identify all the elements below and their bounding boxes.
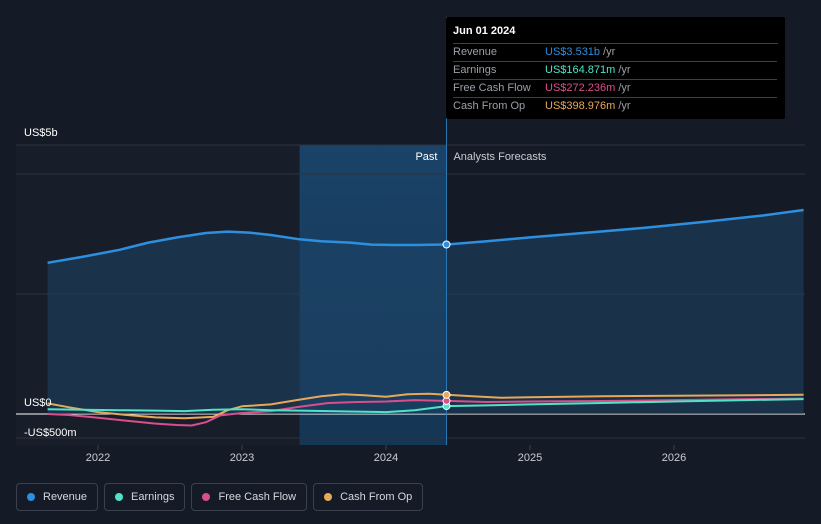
tooltip-row-value: US$398.976m	[545, 100, 616, 112]
legend-revenue[interactable]: Revenue	[16, 483, 99, 511]
past-label: Past	[415, 151, 437, 163]
cash-from-op-point	[442, 390, 451, 399]
legend-label: Earnings	[131, 491, 175, 503]
legend-cash-from-op[interactable]: Cash From Op	[313, 483, 424, 511]
cash-from-op-line	[47, 392, 804, 420]
earnings-line	[47, 398, 804, 414]
y-axis-zero-label: US$0	[24, 397, 52, 409]
tooltip-row-name: Free Cash Flow	[453, 82, 531, 94]
forecast-label: Analysts Forecasts	[453, 151, 546, 163]
tooltip-row: Revenue US$3.531b/yr	[453, 44, 777, 62]
legend-label: Free Cash Flow	[218, 491, 297, 503]
x-tick-label: 2026	[662, 452, 686, 464]
tooltip-date: Jun 01 2024	[453, 23, 778, 44]
series-lines	[47, 208, 804, 427]
tooltip-row-value: US$3.531b	[545, 46, 601, 58]
legend-earnings[interactable]: Earnings	[104, 483, 186, 511]
tooltip-rows: Revenue US$3.531b/yr Earnings US$164.871m/y…	[453, 44, 778, 115]
legend-dot-icon	[324, 493, 333, 501]
tooltip-row-unit: /yr	[618, 100, 631, 112]
tooltip-row-unit: /yr	[603, 46, 616, 58]
x-axis-ticks: 2022 2023 2024 2025 2026	[86, 445, 686, 464]
y-axis-bottom-label: -US$500m	[24, 427, 77, 439]
tooltip-row-value: US$272.236m	[545, 82, 616, 94]
tooltip-row: Cash From Op US$398.976m/yr	[453, 98, 777, 115]
revenue-point	[442, 240, 451, 249]
x-tick-label: 2023	[230, 452, 254, 464]
tooltip-row-name: Cash From Op	[453, 100, 526, 112]
x-tick-label: 2024	[374, 452, 398, 464]
legend-dot-icon	[202, 493, 211, 501]
x-tick-label: 2022	[86, 452, 110, 464]
tooltip-row-name: Revenue	[453, 46, 498, 58]
tooltip-row: Earnings US$164.871m/yr	[453, 62, 777, 80]
axis-labels: US$5b US$0 -US$500m Past Analysts Foreca…	[24, 127, 547, 439]
legend-label: Cash From Op	[340, 491, 413, 503]
data-tooltip: Jun 01 2024 Revenue US$3.531b/yr Earnings U…	[446, 17, 785, 119]
legend-dot-icon	[115, 493, 124, 501]
legend-dot-icon	[27, 493, 35, 501]
x-tick-label: 2025	[518, 452, 542, 464]
tooltip-row: Free Cash Flow US$272.236m/yr	[453, 80, 777, 98]
revenue-line	[47, 208, 804, 265]
chart-legend: Revenue Earnings Free Cash Flow Cash From O…	[16, 483, 424, 511]
free-cash-flow-line	[47, 397, 804, 427]
revenue-area	[47, 210, 804, 414]
tooltip-row-value: US$164.871m	[545, 64, 616, 76]
revenue-area-fill	[47, 210, 804, 414]
tooltip-row-name: Earnings	[453, 64, 497, 76]
highlight-points	[442, 240, 451, 411]
legend-label: Revenue	[43, 491, 88, 503]
y-axis-top-label: US$5b	[24, 127, 58, 139]
tooltip-row-unit: /yr	[618, 82, 631, 94]
legend-free-cash-flow[interactable]: Free Cash Flow	[191, 483, 308, 511]
tooltip-row-unit: /yr	[618, 64, 631, 76]
